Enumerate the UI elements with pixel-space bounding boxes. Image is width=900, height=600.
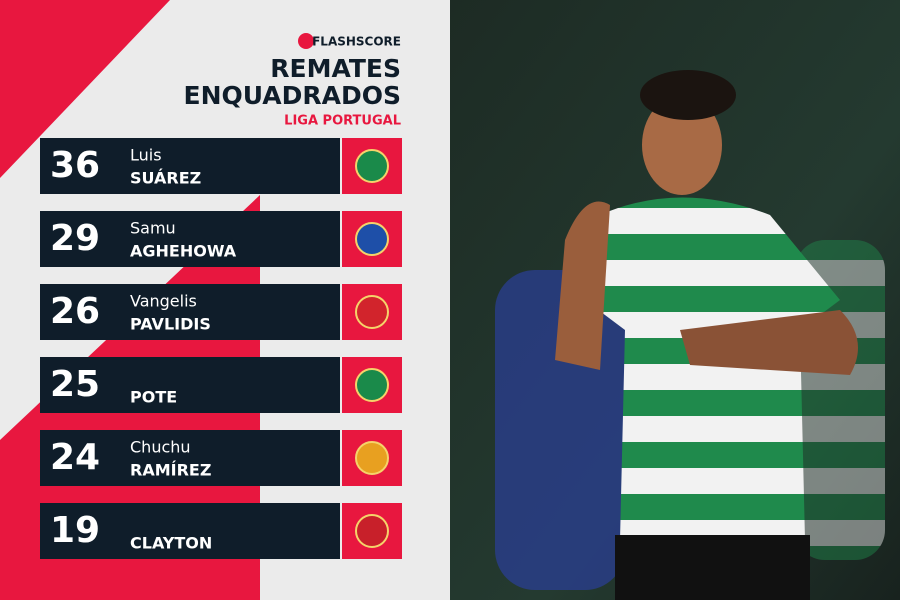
row-value: 24 bbox=[50, 437, 100, 478]
first-name: Vangelis bbox=[130, 292, 197, 311]
row-bg bbox=[40, 211, 340, 267]
photo-head bbox=[642, 95, 722, 195]
title-line: ENQUADRADOS bbox=[184, 81, 402, 110]
row-bg bbox=[40, 357, 340, 413]
last-name: SUÁREZ bbox=[130, 169, 201, 188]
last-name: AGHEHOWA bbox=[130, 242, 237, 261]
brand-logo bbox=[298, 33, 314, 49]
row-bg bbox=[40, 284, 340, 340]
title-line: REMATES bbox=[270, 54, 401, 83]
row-value: 36 bbox=[50, 145, 100, 186]
club-crest bbox=[355, 514, 389, 548]
row-bg bbox=[40, 503, 340, 559]
row-value: 25 bbox=[50, 364, 100, 405]
last-name: RAMÍREZ bbox=[130, 461, 211, 480]
club-crest bbox=[355, 441, 389, 475]
row-value: 19 bbox=[50, 510, 100, 551]
photo-arm bbox=[680, 310, 858, 375]
ranking: 36 Luis SUÁREZ 29 Samu AGHEHOWA 26 Vangelis PAVL… bbox=[40, 138, 402, 559]
club-crest bbox=[355, 222, 389, 256]
club-crest bbox=[355, 368, 389, 402]
club-crest bbox=[355, 295, 389, 329]
last-name: PAVLIDIS bbox=[130, 315, 211, 334]
row-bg bbox=[40, 430, 340, 486]
club-crest bbox=[355, 149, 389, 183]
first-name: Samu bbox=[130, 219, 176, 238]
photo-shorts bbox=[615, 535, 810, 600]
row-bg bbox=[40, 138, 340, 194]
photo-arm bbox=[555, 201, 610, 370]
row-value: 26 bbox=[50, 291, 100, 332]
subtitle: LIGA PORTUGAL bbox=[284, 114, 401, 129]
stripe bbox=[0, 0, 170, 178]
last-name: POTE bbox=[130, 388, 177, 407]
first-name: Chuchu bbox=[130, 438, 191, 457]
photo-hair bbox=[640, 70, 736, 120]
brand: FLASHSCORE bbox=[312, 35, 401, 49]
first-name: Luis bbox=[130, 146, 162, 165]
last-name: CLAYTON bbox=[130, 534, 212, 553]
row-value: 29 bbox=[50, 218, 100, 259]
photo-shirt bbox=[585, 197, 840, 540]
